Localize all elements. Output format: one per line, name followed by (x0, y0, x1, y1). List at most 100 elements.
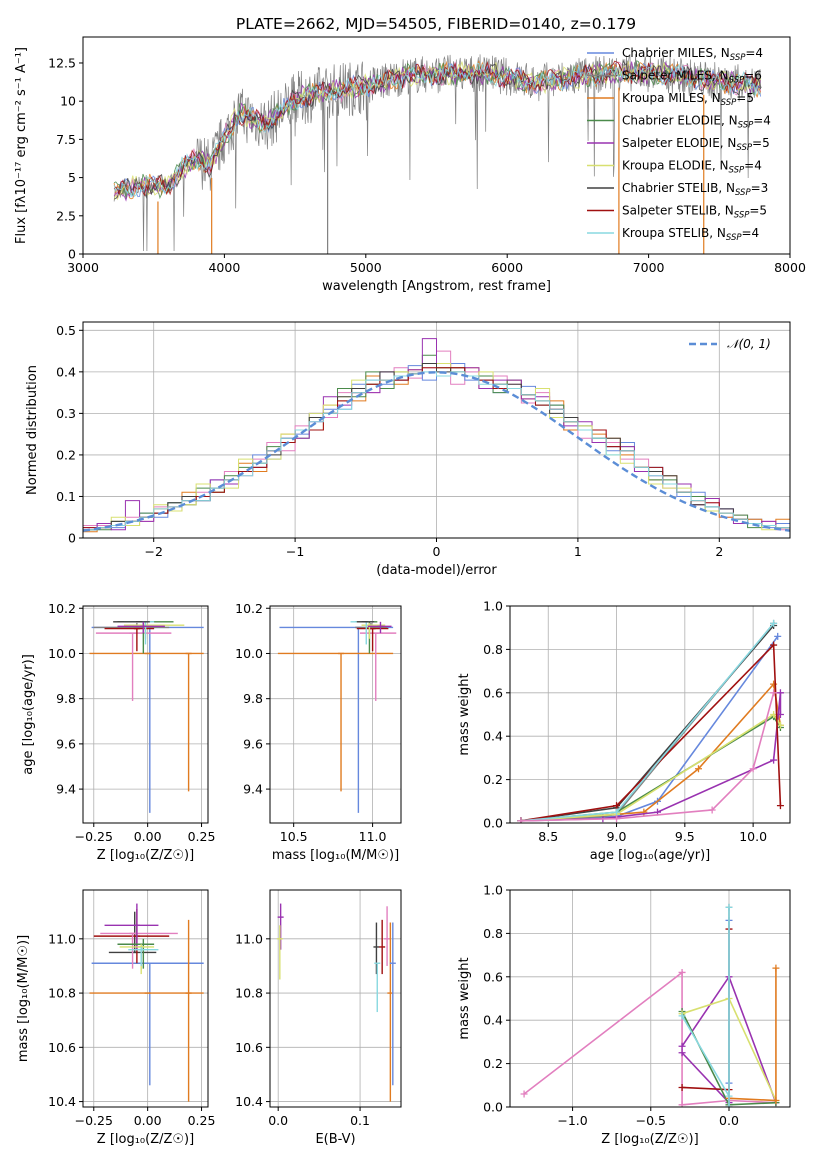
y-tick-label: 0.8 (483, 642, 503, 657)
series-marker (678, 968, 686, 976)
x-tick-label: −0.25 (75, 1113, 113, 1128)
x-tick-label: 8000 (774, 260, 806, 275)
data-point (361, 622, 386, 639)
x-tick-label: 10.5 (280, 829, 308, 844)
x-axis-label: E(B-V) (315, 1132, 355, 1147)
legend-label: Chabrier MILES, NSSP=4 (622, 46, 763, 63)
x-tick-label: 0.25 (188, 829, 216, 844)
y-tick-label: 10.0 (235, 646, 263, 661)
series (725, 903, 733, 1107)
series-marker (517, 817, 525, 823)
data-point (277, 903, 284, 950)
x-axis-label: (data-model)/error (376, 563, 497, 578)
y-tick-label: 0.0 (483, 816, 503, 831)
series-marker (770, 756, 778, 764)
axes-frame (509, 889, 791, 1108)
model-spectrum (113, 61, 762, 201)
series-marker (725, 1103, 733, 1107)
x-tick-label: 8.5 (538, 829, 558, 844)
series-marker (678, 1012, 686, 1020)
series-marker (613, 815, 621, 823)
series-marker (678, 1101, 686, 1107)
y-tick-label: 9.8 (56, 691, 76, 706)
data-point (379, 919, 386, 975)
legend-label: Kroupa MILES, NSSP=5 (622, 91, 754, 108)
y-tick-label: 0.1 (56, 489, 76, 504)
x-axis-label: wavelength [Angstrom, rest frame] (322, 279, 551, 294)
legend-label: Salpeter STELIB, NSSP=5 (622, 204, 767, 221)
legend: 𝒩(0, 1) (689, 337, 771, 351)
y-tick-label: 10 (60, 94, 76, 109)
y-axis-label: Normed distribution (25, 365, 40, 495)
data-point (117, 621, 165, 634)
y-tick-label: 0.4 (483, 1013, 503, 1028)
data-point (100, 932, 178, 969)
axes-frame (269, 889, 402, 1108)
y-tick-label: 0.0 (483, 1100, 503, 1115)
legend-label: Kroupa STELIB, NSSP=4 (622, 226, 759, 243)
series-marker (613, 802, 621, 810)
y-tick-label: 9.4 (56, 782, 76, 797)
y-tick-label: 0.4 (483, 729, 503, 744)
y-tick-label: 1.0 (483, 883, 503, 898)
series-marker (770, 689, 778, 697)
plot-area (517, 619, 784, 823)
series-marker (772, 1096, 780, 1104)
series-marker (725, 903, 733, 911)
data-point (91, 962, 204, 1086)
x-tick-label: −1.0 (557, 1113, 587, 1128)
axes-frame (269, 605, 402, 824)
y-tick-label: 0.2 (483, 772, 503, 787)
y-tick-label: 9.6 (243, 736, 263, 751)
data-point (384, 906, 391, 966)
legend-label: Kroupa ELODIE, NSSP=4 (622, 159, 762, 176)
x-tick-label: 6000 (491, 260, 523, 275)
y-tick-label: 11.0 (235, 931, 263, 946)
figure-title: PLATE=2662, MJD=54505, FIBERID=0140, z=0… (236, 15, 636, 33)
y-tick-label: 9.6 (56, 736, 76, 751)
series-marker (520, 1090, 528, 1098)
x-axis-label: mass [log₁₀(M/M☉)] (272, 848, 399, 863)
axes-frame (82, 36, 791, 255)
y-tick-label: 10.6 (235, 1040, 263, 1055)
data-point (95, 632, 172, 701)
y-tick-label: 0.3 (56, 406, 76, 421)
data-point (373, 922, 380, 975)
x-tick-label: 0.00 (134, 1113, 162, 1128)
x-tick-label: 0.00 (134, 829, 162, 844)
data-point (374, 962, 381, 1013)
residual-histogram (83, 371, 790, 531)
series-marker (770, 641, 778, 649)
x-tick-label: −0.25 (75, 829, 113, 844)
y-tick-label: 10.4 (48, 1094, 76, 1109)
series-marker (776, 689, 784, 697)
y-tick-label: 0.4 (56, 364, 76, 379)
data-point (185, 652, 192, 792)
x-tick-label: −1 (286, 544, 304, 559)
series-marker (774, 632, 782, 640)
x-axis-label: Z [log₁₀(Z/Z☉)] (601, 1132, 698, 1147)
x-axis-label: Z [log₁₀(Z/Z☉)] (97, 848, 194, 863)
mass-weight-vs-age-panel: 8.5 9.0 9.5 10.0 0.0 0.2 0.4 0.6 0.8 1.0 age [log₁… (457, 599, 791, 863)
spectrum-panel: 3000 4000 5000 6000 7000 8000 0 2.5 5 7.5 10 12.5 wa… (14, 36, 806, 294)
x-tick-label: −2 (144, 544, 162, 559)
plot-area (520, 903, 780, 1107)
x-tick-label: 1 (574, 544, 582, 559)
y-axis-label: mass weight (457, 673, 472, 755)
plot-area (276, 903, 396, 1102)
mass-vs-ebv-panel: 0.0 0.1 10.4 10.6 10.8 11.0 E(B-V) (235, 889, 402, 1147)
data-point (277, 652, 394, 792)
series-line (520, 643, 782, 822)
series-marker (708, 806, 716, 814)
x-tick-label: 2 (715, 544, 723, 559)
y-tick-label: 11.0 (48, 931, 76, 946)
y-tick-label: 10.0 (48, 646, 76, 661)
mass-weight-vs-metallicity-panel: −1.0 −0.5 0.0 0.0 0.2 0.4 0.6 0.8 1.0 Z [log₁₀(Z/… (457, 883, 791, 1147)
y-tick-label: 0.6 (483, 969, 503, 984)
x-tick-label: 0.0 (719, 1113, 739, 1128)
series-marker (694, 765, 702, 773)
x-tick-label: 0.1 (350, 1113, 370, 1128)
legend-label: 𝒩(0, 1) (727, 337, 771, 351)
